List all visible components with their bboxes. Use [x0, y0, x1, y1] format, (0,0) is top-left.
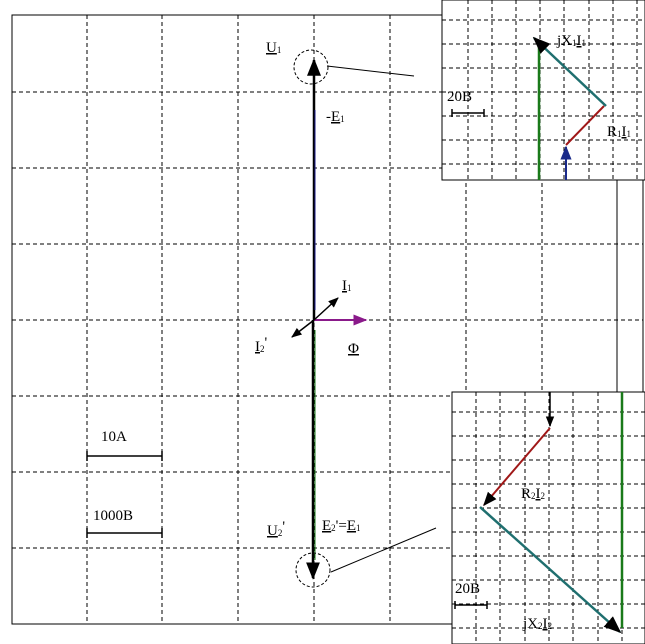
- main-vectors: [291, 49, 618, 588]
- label-i2p: I2': [255, 335, 268, 355]
- label-u1: U1: [266, 40, 281, 56]
- main-frame: [11, 14, 644, 625]
- label-phi: Φ: [348, 341, 359, 357]
- label-r2i2: R2I2: [521, 486, 545, 502]
- inset-top-r1i1-vector: [565, 105, 605, 146]
- label-neg-e1: -E1: [326, 109, 345, 125]
- label-r1i1: R1I1: [607, 124, 631, 140]
- inset-top-scale-label: 20B: [447, 89, 472, 105]
- label-u2p: U2': [267, 519, 285, 539]
- scale-voltage-label: 1000B: [93, 508, 133, 524]
- leader-bottom: [330, 527, 437, 573]
- inset-bottom-r2i2-vector: [483, 427, 551, 507]
- inset-bottom-jx2i2-vector: [479, 506, 622, 634]
- leader-top: [326, 65, 415, 77]
- label-e2p-equals-e1: E2'=E1: [322, 518, 361, 534]
- scale-current-label: 10A: [101, 429, 127, 445]
- inset-top-jx1i1-vector: [532, 36, 607, 107]
- label-jx2i2: jX2I2: [522, 616, 552, 632]
- inset-bottom-scale-label: 20B: [455, 581, 480, 597]
- label-jx1i1: jX1I1: [556, 33, 586, 49]
- main-labels: U1 -E1 I1 I2' Φ U2' E2'=E1: [255, 40, 361, 539]
- inset-bottom: R2I2 jX2I2 20B: [451, 391, 645, 644]
- i2p-vector: [291, 319, 315, 338]
- zoom-circle-bottom: [295, 552, 331, 588]
- i1-vector: [313, 297, 339, 321]
- zoom-circle-top: [293, 49, 329, 85]
- label-i1: I1: [342, 278, 352, 294]
- scale-bars: 10A 1000B: [86, 429, 163, 538]
- inset-top: jX1I1 R1I1 20B: [441, 0, 645, 181]
